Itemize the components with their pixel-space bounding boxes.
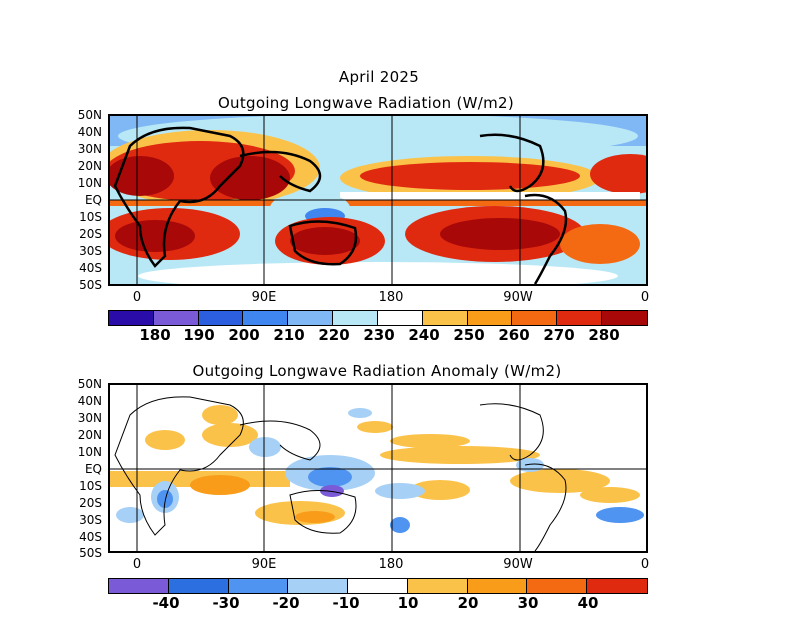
lat-label: 20N xyxy=(77,428,102,442)
colorbar-swatch xyxy=(288,311,334,325)
olr-map-canvas xyxy=(110,116,646,284)
colorbar-label: -30 xyxy=(212,594,240,612)
lat-label: 20S xyxy=(79,227,102,241)
lat-label: 10N xyxy=(77,445,102,459)
colorbar-label: 30 xyxy=(517,594,539,612)
lon-label: 90E xyxy=(251,290,277,305)
lon-label: 90W xyxy=(503,290,533,305)
colorbar-swatch xyxy=(243,311,289,325)
lon-label: 180 xyxy=(378,290,404,305)
colorbar-label: 280 xyxy=(588,326,620,344)
olr-anomaly-map-title: Outgoing Longwave Radiation Anomaly (W/m… xyxy=(192,362,562,380)
colorbar-swatch xyxy=(198,311,244,325)
lat-label: 50S xyxy=(79,278,102,292)
lat-label: 20N xyxy=(77,159,102,173)
lon-label: 0 xyxy=(132,290,142,305)
colorbar-swatch xyxy=(467,311,513,325)
lon-label: 90W xyxy=(503,557,533,572)
colorbar-label: 260 xyxy=(498,326,530,344)
olr-colorbar xyxy=(108,310,648,326)
colorbar-label: -40 xyxy=(152,594,180,612)
olr-anomaly-map xyxy=(108,383,648,553)
lat-label: EQ xyxy=(84,193,102,207)
lon-label: 0 xyxy=(132,557,142,572)
lon-label: 180 xyxy=(378,557,404,572)
olr-map-title: Outgoing Longwave Radiation (W/m2) xyxy=(217,94,515,112)
lat-label: 20S xyxy=(79,496,102,510)
colorbar-swatch xyxy=(168,579,229,593)
colorbar-swatch xyxy=(407,579,468,593)
lat-label: 50S xyxy=(79,546,102,560)
lat-label: 50N xyxy=(77,377,102,391)
lat-label: 10N xyxy=(77,176,102,190)
colorbar-label: 220 xyxy=(318,326,350,344)
colorbar-label: 180 xyxy=(139,326,171,344)
colorbar-swatch xyxy=(333,311,378,325)
colorbar-swatch xyxy=(348,579,408,593)
colorbar-swatch xyxy=(377,311,423,325)
colorbar-label: 40 xyxy=(577,594,599,612)
colorbar-swatch xyxy=(228,579,289,593)
colorbar-label: 210 xyxy=(273,326,305,344)
colorbar-label: 10 xyxy=(397,594,419,612)
period-title: April 2025 xyxy=(338,68,420,86)
lat-label: 30N xyxy=(77,142,102,156)
lat-label: 40N xyxy=(77,394,102,408)
colorbar-label: 230 xyxy=(363,326,395,344)
colorbar-label: 190 xyxy=(183,326,215,344)
lat-label: 10S xyxy=(79,210,102,224)
colorbar-swatch xyxy=(512,311,558,325)
lat-label: EQ xyxy=(84,462,102,476)
colorbar-label: 270 xyxy=(543,326,575,344)
lat-label: 30S xyxy=(79,244,102,258)
colorbar-label: -10 xyxy=(332,594,360,612)
colorbar-swatch xyxy=(422,311,468,325)
colorbar-swatch xyxy=(109,311,154,325)
lon-label: 0 xyxy=(640,290,650,305)
anomaly-colorbar xyxy=(108,578,648,594)
colorbar-swatch xyxy=(109,579,169,593)
lon-label: 0 xyxy=(640,557,650,572)
lat-label: 40N xyxy=(77,125,102,139)
colorbar-label: 20 xyxy=(457,594,479,612)
anomaly-map-canvas xyxy=(110,385,646,551)
olr-map xyxy=(108,114,648,286)
colorbar-label: -20 xyxy=(272,594,300,612)
colorbar-swatch xyxy=(557,311,603,325)
lat-label: 10S xyxy=(79,479,102,493)
colorbar-swatch xyxy=(587,579,648,593)
colorbar-swatch xyxy=(467,579,528,593)
lat-label: 50N xyxy=(77,108,102,122)
colorbar-label: 250 xyxy=(453,326,485,344)
lat-label: 40S xyxy=(79,261,102,275)
colorbar-swatch xyxy=(527,579,588,593)
colorbar-swatch xyxy=(288,579,349,593)
colorbar-label: 200 xyxy=(228,326,260,344)
lat-label: 40S xyxy=(79,530,102,544)
colorbar-swatch xyxy=(153,311,199,325)
lat-label: 30N xyxy=(77,411,102,425)
lat-label: 30S xyxy=(79,513,102,527)
colorbar-label: 240 xyxy=(408,326,440,344)
lon-label: 90E xyxy=(251,557,277,572)
colorbar-swatch xyxy=(602,311,647,325)
